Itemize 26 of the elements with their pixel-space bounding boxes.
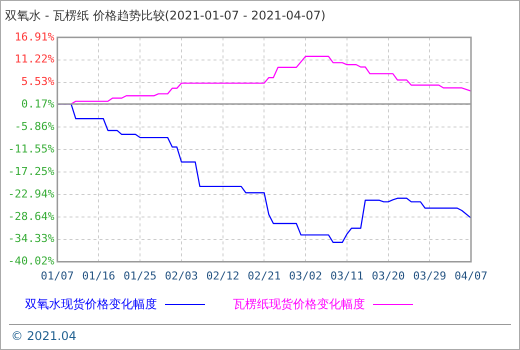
y-tick-label: -34.33% [8,232,55,246]
x-tick-label: 02/03 [164,269,198,282]
x-tick-label: 03/29 [413,269,446,282]
y-tick-label: -40.02% [8,254,55,268]
y-tick-label: -28.64% [8,210,55,223]
y-tick-label: 5.53% [21,75,55,88]
x-tick-label: 01/07 [40,269,74,282]
y-tick-label: -5.86% [14,120,55,134]
y-tick-label: -22.94% [8,187,55,200]
x-tick-label: 01/25 [124,269,157,282]
legend-label: 双氧水现货价格变化幅度 [25,297,157,311]
x-tick-label: 04/07 [454,269,488,282]
x-tick-label: 01/16 [82,269,116,282]
y-tick-label: 16.91% [14,30,55,44]
x-tick-label: 03/02 [288,269,322,282]
x-tick-label: 02/21 [248,269,281,282]
legend-label: 瓦楞纸现货价格变化幅度 [233,297,365,311]
y-tick-label: -11.55% [8,142,55,156]
text: © 2021.04 [10,329,78,343]
x-tick-label: 03/11 [330,269,364,282]
y-tick-label: -17.25% [8,164,55,178]
chart-title: 双氧水 - 瓦楞纸 价格趋势比较(2021-01-07 - 2021-04-07) [5,8,326,22]
y-tick-label: 0.17% [21,98,55,111]
x-tick-label: 03/20 [372,269,405,282]
x-tick-label: 02/12 [206,269,240,282]
y-tick-label: 11.22% [14,52,55,66]
